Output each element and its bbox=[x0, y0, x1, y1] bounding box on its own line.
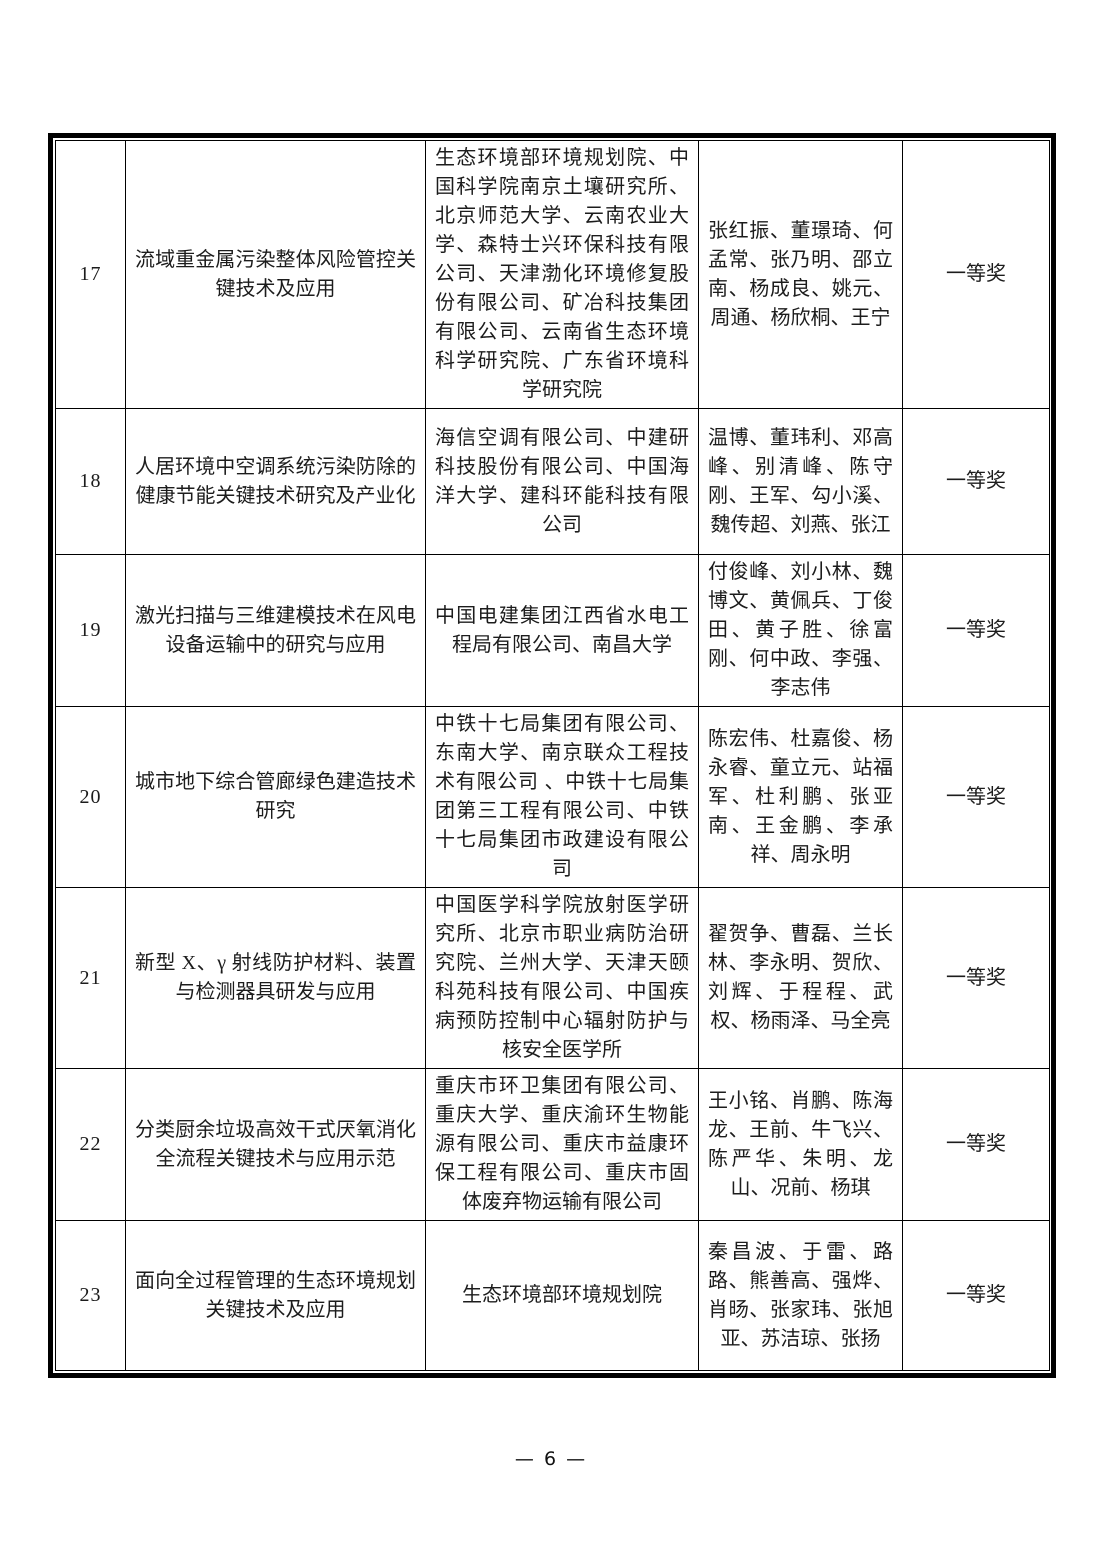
award-level-cell: 一等奖 bbox=[902, 1220, 1050, 1371]
award-level-cell: 一等奖 bbox=[902, 706, 1050, 888]
project-title-cell: 面向全过程管理的生态环境规划关键技术及应用 bbox=[125, 1220, 426, 1371]
organizations-cell: 中国电建集团江西省水电工程局有限公司、南昌大学 bbox=[425, 554, 699, 707]
table-row: 21 新型 X、γ 射线防护材料、装置与检测器具研发与应用 中国医学科学院放射医… bbox=[55, 887, 1050, 1069]
row-number-cell: 20 bbox=[55, 706, 126, 888]
award-level-cell: 一等奖 bbox=[902, 140, 1050, 409]
project-title-cell: 激光扫描与三维建模技术在风电设备运输中的研究与应用 bbox=[125, 554, 426, 707]
project-title-cell: 人居环境中空调系统污染防除的健康节能关键技术研究及产业化 bbox=[125, 408, 426, 555]
row-number-cell: 22 bbox=[55, 1068, 126, 1221]
awardees-cell: 温博、董玮利、邓高峰、别清峰、陈守刚、王军、勾小溪、魏传超、刘燕、张江 bbox=[698, 408, 903, 555]
award-level-cell: 一等奖 bbox=[902, 408, 1050, 555]
organizations-cell: 生态环境部环境规划院 bbox=[425, 1220, 699, 1371]
organizations-cell: 重庆市环卫集团有限公司、重庆大学、重庆渝环生物能源有限公司、重庆市益康环保工程有… bbox=[425, 1068, 699, 1221]
award-table: 17 流域重金属污染整体风险管控关键技术及应用 生态环境部环境规划院、中国科学院… bbox=[55, 140, 1050, 1371]
organizations-cell: 海信空调有限公司、中建研科技股份有限公司、中国海洋大学、建科环能科技有限公司 bbox=[425, 408, 699, 555]
row-number-cell: 17 bbox=[55, 140, 126, 409]
row-number-cell: 23 bbox=[55, 1220, 126, 1371]
row-number-cell: 21 bbox=[55, 887, 126, 1069]
project-title-cell: 分类厨余垃圾高效干式厌氧消化全流程关键技术与应用示范 bbox=[125, 1068, 426, 1221]
project-title-cell: 新型 X、γ 射线防护材料、装置与检测器具研发与应用 bbox=[125, 887, 426, 1069]
project-title-cell: 城市地下综合管廊绿色建造技术研究 bbox=[125, 706, 426, 888]
awardees-cell: 陈宏伟、杜嘉俊、杨永睿、童立元、站福军、杜利鹏、张亚南、王金鹏、李承祥、周永明 bbox=[698, 706, 903, 888]
organizations-cell: 中铁十七局集团有限公司、东南大学、南京联众工程技术有限公司 、中铁十七局集团第三… bbox=[425, 706, 699, 888]
organizations-cell: 生态环境部环境规划院、中国科学院南京土壤研究所、北京师范大学、云南农业大学、森特… bbox=[425, 140, 699, 409]
awardees-cell: 秦昌波、于雷、路路、熊善高、强烨、肖旸、张家玮、张旭亚、苏洁琼、张扬 bbox=[698, 1220, 903, 1371]
page-number: — 6 — bbox=[514, 1448, 588, 1470]
award-level-cell: 一等奖 bbox=[902, 1068, 1050, 1221]
row-number-cell: 19 bbox=[55, 554, 126, 707]
organizations-cell: 中国医学科学院放射医学研究所、北京市职业病防治研究院、兰州大学、天津天颐科苑科技… bbox=[425, 887, 699, 1069]
awardees-cell: 王小铭、肖鹏、陈海龙、王前、牛飞兴、陈严华、朱明、龙山、况前、杨琪 bbox=[698, 1068, 903, 1221]
project-title-cell: 流域重金属污染整体风险管控关键技术及应用 bbox=[125, 140, 426, 409]
awardees-cell: 付俊峰、刘小林、魏博文、黄佩兵、丁俊田、黄子胜、徐富刚、何中政、李强、李志伟 bbox=[698, 554, 903, 707]
table-row: 22 分类厨余垃圾高效干式厌氧消化全流程关键技术与应用示范 重庆市环卫集团有限公… bbox=[55, 1068, 1050, 1221]
table-row: 17 流域重金属污染整体风险管控关键技术及应用 生态环境部环境规划院、中国科学院… bbox=[55, 140, 1050, 409]
table-row: 19 激光扫描与三维建模技术在风电设备运输中的研究与应用 中国电建集团江西省水电… bbox=[55, 554, 1050, 707]
award-level-cell: 一等奖 bbox=[902, 554, 1050, 707]
row-number-cell: 18 bbox=[55, 408, 126, 555]
table-row: 20 城市地下综合管廊绿色建造技术研究 中铁十七局集团有限公司、东南大学、南京联… bbox=[55, 706, 1050, 888]
table-row: 18 人居环境中空调系统污染防除的健康节能关键技术研究及产业化 海信空调有限公司… bbox=[55, 408, 1050, 555]
award-level-cell: 一等奖 bbox=[902, 887, 1050, 1069]
award-table-border: 17 流域重金属污染整体风险管控关键技术及应用 生态环境部环境规划院、中国科学院… bbox=[48, 133, 1056, 1378]
awardees-cell: 张红振、董璟琦、何孟常、张乃明、邵立南、杨成良、姚元、周通、杨欣桐、王宁 bbox=[698, 140, 903, 409]
awardees-cell: 翟贺争、曹磊、兰长林、李永明、贺欣、刘辉、于程程、武权、杨雨泽、马全亮 bbox=[698, 887, 903, 1069]
table-row: 23 面向全过程管理的生态环境规划关键技术及应用 生态环境部环境规划院 秦昌波、… bbox=[55, 1220, 1050, 1371]
